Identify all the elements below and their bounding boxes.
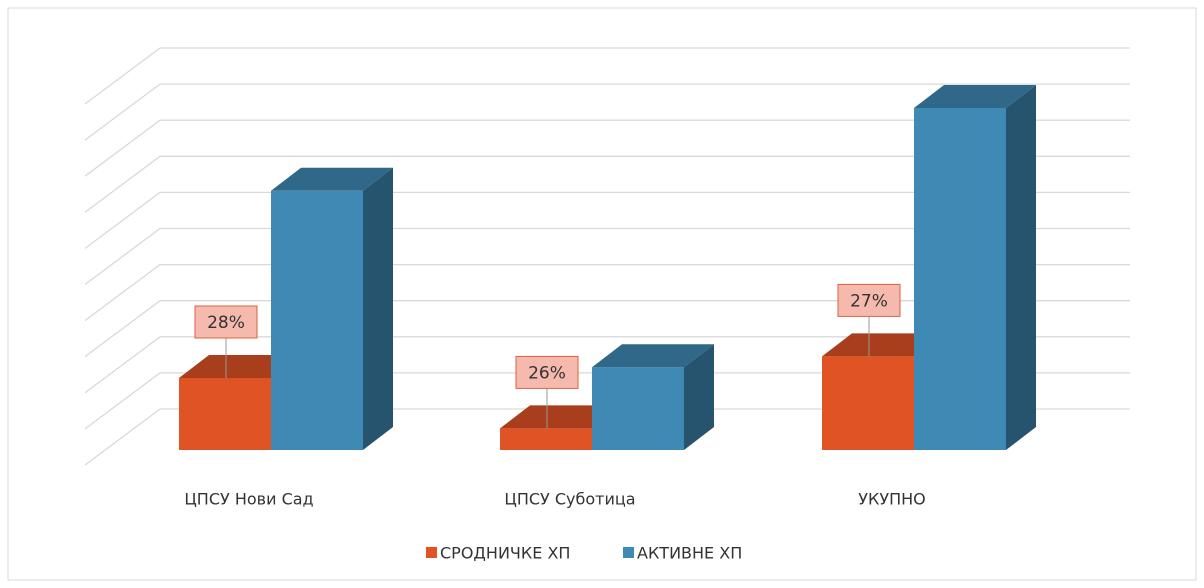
data-label-box (837, 283, 901, 317)
grid-line (84, 372, 1130, 430)
data-label: 28% (207, 313, 245, 333)
legend-label: АКТИВНЕ ХП (637, 544, 742, 563)
bar-front (914, 108, 1006, 450)
grid-line (84, 47, 1130, 105)
bar-top (822, 333, 944, 357)
legend-swatch (623, 547, 634, 558)
bar-front (179, 378, 271, 450)
grid-line (84, 300, 1130, 358)
x-tick-label: ЦПСУ Суботица (504, 490, 635, 509)
bar-top (179, 355, 301, 378)
x-tick-label: УКУПНО (858, 490, 926, 509)
grid-line (84, 119, 1130, 177)
x-tick-label: ЦПСУ Нови Сад (184, 490, 313, 509)
bar-top (271, 167, 393, 191)
grid-line (84, 263, 1130, 322)
grid-line (84, 227, 1130, 286)
bar-top (592, 344, 714, 368)
bar-top (914, 85, 1036, 108)
data-label: 27% (850, 291, 888, 311)
data-label: 26% (528, 363, 566, 383)
bar-front (592, 367, 684, 450)
bar-front (500, 428, 592, 450)
data-label-box (515, 355, 579, 389)
legend-swatch (426, 547, 437, 558)
bar-side (363, 167, 393, 451)
grid-line (84, 336, 1130, 394)
bar-side (1006, 85, 1036, 450)
bar-side (684, 344, 714, 450)
grid-line (84, 83, 1130, 141)
grid-line (84, 408, 1130, 466)
bar-top (500, 405, 622, 429)
data-label-box (194, 305, 258, 339)
legend-label: СРОДНИЧКЕ ХП (440, 544, 570, 563)
grid-line (84, 191, 1130, 249)
bar-front (271, 190, 363, 451)
grid-line (84, 155, 1130, 213)
bar-front (822, 356, 914, 450)
